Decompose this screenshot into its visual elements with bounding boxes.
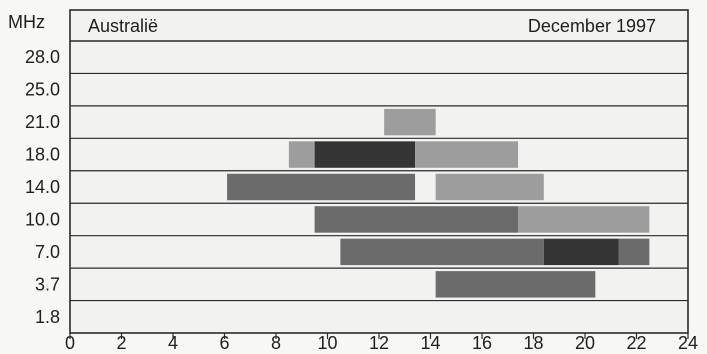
x-tick-label: 14 bbox=[420, 333, 440, 353]
x-tick-label: 16 bbox=[472, 333, 492, 353]
hour-ticks bbox=[69, 333, 689, 339]
y-axis-label: MHz bbox=[8, 12, 45, 32]
propagation-bar bbox=[518, 206, 650, 233]
x-tick-label: 18 bbox=[523, 333, 543, 353]
x-tick-label: 6 bbox=[219, 333, 229, 353]
x-tick-label: 22 bbox=[626, 333, 646, 353]
frequency-label: 14.0 bbox=[25, 177, 60, 197]
x-tick-label: 24 bbox=[678, 333, 698, 353]
propagation-bar bbox=[384, 108, 436, 136]
chart-title-left: Australië bbox=[88, 16, 158, 36]
frequency-label: 10.0 bbox=[25, 209, 60, 229]
propagation-bar bbox=[435, 173, 544, 201]
propagation-bar bbox=[543, 238, 619, 266]
frequency-label: 25.0 bbox=[25, 80, 60, 100]
propagation-bar bbox=[314, 141, 416, 168]
frequency-label: 28.0 bbox=[25, 47, 60, 67]
x-tick-label: 0 bbox=[65, 333, 75, 353]
propagation-bar bbox=[288, 141, 315, 168]
x-tick-label: 20 bbox=[575, 333, 595, 353]
chart-title-right: December 1997 bbox=[528, 16, 656, 36]
frequency-label: 3.7 bbox=[35, 274, 60, 294]
propagation-bar bbox=[314, 206, 519, 233]
x-tick-label: 2 bbox=[116, 333, 126, 353]
frequency-label: 18.0 bbox=[25, 145, 60, 165]
propagation-bar bbox=[415, 141, 519, 168]
x-tick-label: 8 bbox=[271, 333, 281, 353]
x-tick-label: 12 bbox=[369, 333, 389, 353]
propagation-bar bbox=[340, 238, 544, 266]
propagation-bars bbox=[227, 108, 650, 298]
frequency-label: 1.8 bbox=[35, 307, 60, 327]
grid-lines bbox=[70, 40, 688, 302]
propagation-bar bbox=[435, 271, 596, 298]
hour-tick-labels: 0 2 4 6 8 10 12 14 16 18 20 22 24 bbox=[65, 333, 698, 353]
x-tick-label: 4 bbox=[168, 333, 178, 353]
propagation-bar bbox=[618, 238, 650, 266]
frequency-label: 21.0 bbox=[25, 112, 60, 132]
frequency-label: 7.0 bbox=[35, 242, 60, 262]
frequency-labels: 28.0 25.0 21.0 18.0 14.0 10.0 7.0 3.7 1.8 bbox=[25, 47, 60, 327]
propagation-bar bbox=[227, 173, 416, 201]
x-tick-label: 10 bbox=[317, 333, 337, 353]
